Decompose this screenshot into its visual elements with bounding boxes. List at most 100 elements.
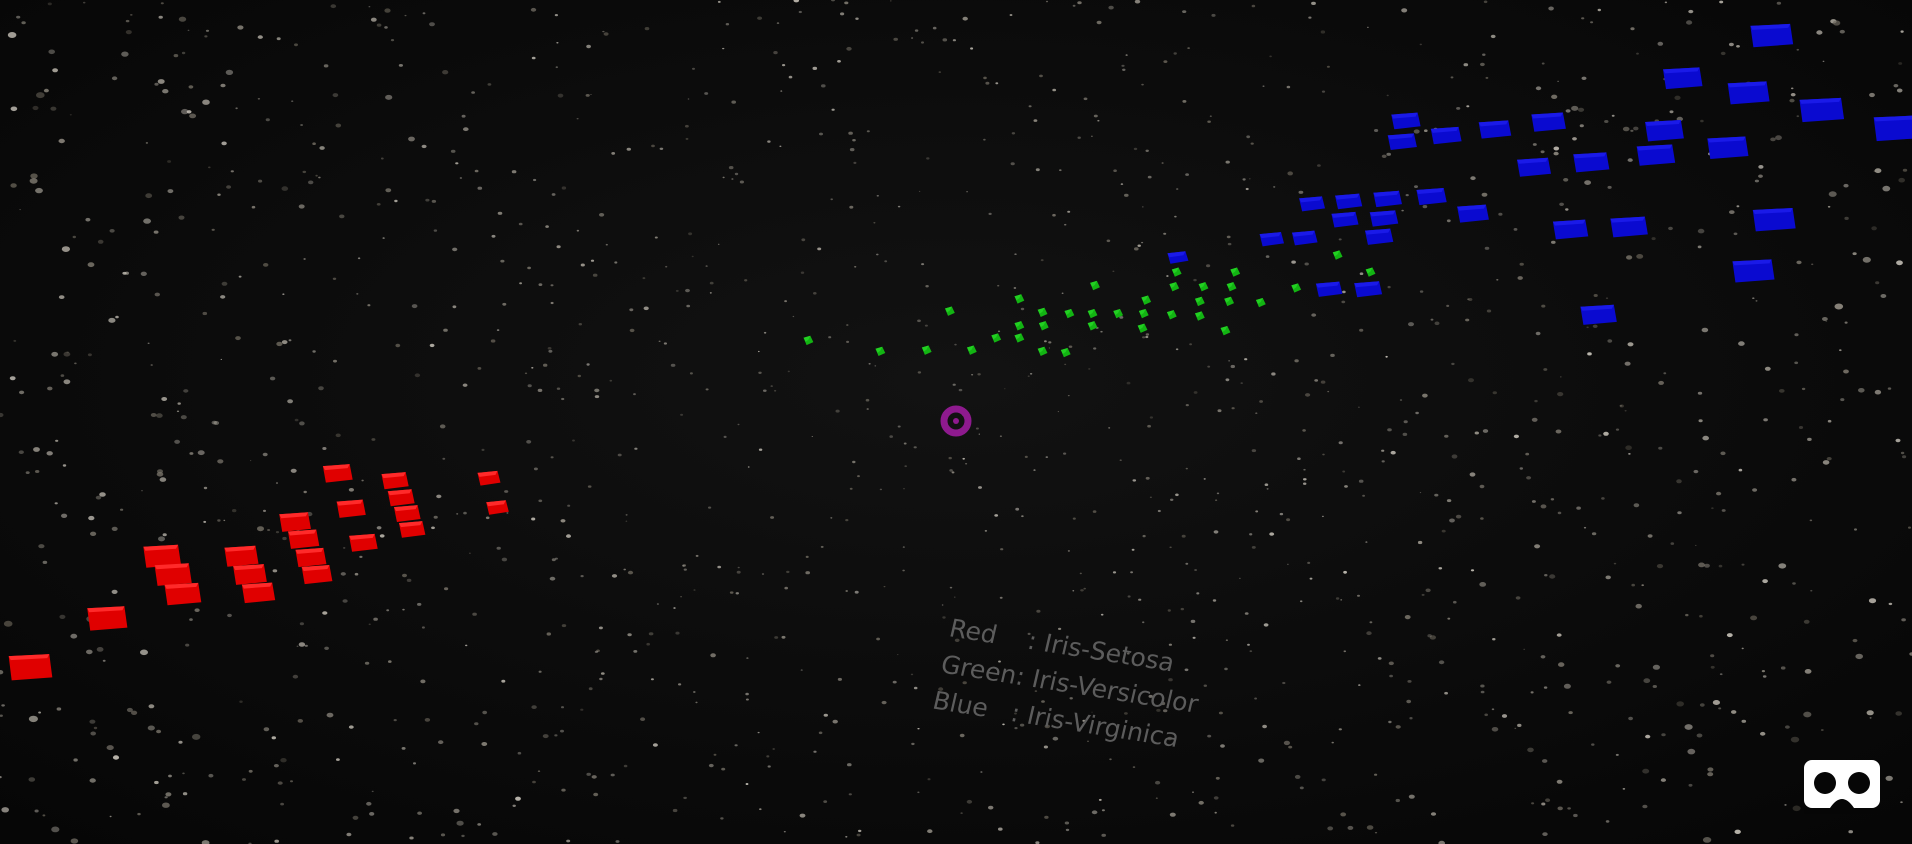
star [248, 769, 253, 773]
star [853, 161, 857, 164]
star [823, 800, 828, 803]
star [1760, 731, 1766, 736]
star [154, 82, 159, 86]
star [1553, 146, 1560, 151]
gaze-cursor [940, 405, 972, 437]
star [140, 649, 148, 656]
star [1149, 496, 1152, 498]
star [177, 402, 181, 405]
star [784, 300, 787, 303]
star [1134, 247, 1139, 251]
cube-top [1364, 228, 1391, 235]
star [431, 199, 437, 203]
star [897, 425, 901, 428]
vr-mode-button[interactable] [1804, 760, 1880, 814]
cube-top [1138, 308, 1146, 315]
cube-top [1580, 304, 1614, 311]
star [414, 373, 421, 378]
star [1402, 432, 1408, 436]
cube-top [1014, 333, 1022, 340]
star [89, 778, 96, 783]
star [1072, 4, 1076, 7]
star [323, 64, 329, 68]
star [19, 209, 21, 211]
star [394, 199, 398, 203]
star [1321, 515, 1324, 518]
star [1871, 226, 1877, 231]
star [1098, 798, 1102, 801]
star [831, 108, 835, 111]
star [1898, 177, 1905, 183]
star [148, 704, 155, 709]
star [883, 586, 886, 588]
star [837, 677, 843, 681]
star [1127, 595, 1131, 598]
star [1852, 252, 1857, 256]
cube [1707, 136, 1749, 160]
star [1466, 105, 1470, 108]
star [983, 76, 987, 80]
star [708, 763, 714, 768]
star [1586, 326, 1589, 329]
star [1342, 470, 1346, 473]
star [736, 570, 741, 574]
star [1121, 64, 1125, 67]
star [342, 599, 348, 603]
star [758, 448, 763, 451]
star [1419, 290, 1424, 293]
star [275, 531, 280, 534]
star [51, 351, 59, 357]
cube-top [1335, 193, 1360, 200]
star [818, 731, 823, 735]
star [1287, 563, 1289, 565]
star [30, 173, 38, 179]
star [737, 566, 740, 569]
star [1480, 690, 1485, 694]
star [948, 456, 952, 460]
star [1168, 643, 1172, 646]
star [147, 725, 155, 731]
star [1790, 736, 1800, 743]
star [121, 51, 129, 57]
star [531, 367, 534, 369]
star [1828, 191, 1837, 197]
star [1048, 347, 1050, 349]
star [731, 100, 736, 104]
star [1615, 428, 1620, 431]
star [297, 719, 303, 723]
star [876, 195, 879, 197]
star [74, 362, 77, 365]
star [1367, 26, 1369, 28]
cube-top [1255, 297, 1263, 304]
star [1628, 453, 1631, 455]
star [1331, 741, 1334, 744]
star [1697, 245, 1702, 249]
star [1067, 395, 1070, 397]
star [1419, 43, 1423, 46]
star [395, 343, 401, 348]
star [500, 259, 505, 263]
star [56, 707, 62, 711]
star [1699, 614, 1703, 618]
star [203, 486, 208, 490]
cube-top [387, 489, 412, 496]
star [1481, 192, 1488, 197]
star [1641, 584, 1644, 587]
star [187, 29, 190, 31]
star [983, 138, 986, 141]
star [1279, 512, 1284, 516]
star [1321, 90, 1326, 93]
star [1798, 426, 1804, 429]
star [782, 64, 786, 67]
star [728, 166, 734, 170]
star [1174, 215, 1177, 218]
star [1451, 362, 1455, 366]
star [482, 710, 488, 715]
star [1173, 52, 1177, 55]
star [978, 486, 982, 489]
star [959, 733, 965, 738]
star [713, 753, 717, 756]
star [610, 773, 615, 777]
star [322, 447, 327, 450]
star [225, 69, 234, 75]
